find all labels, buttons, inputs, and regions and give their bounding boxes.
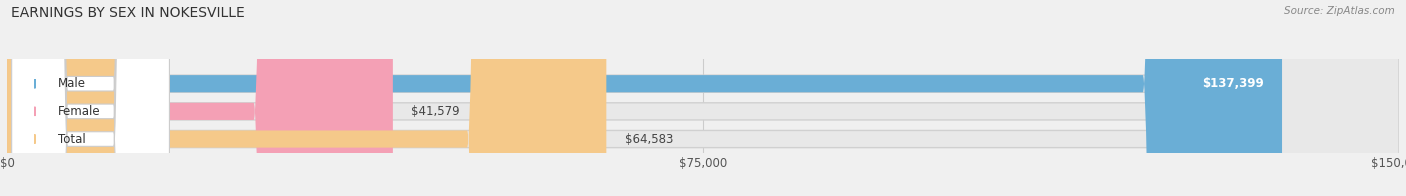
FancyBboxPatch shape	[7, 0, 606, 196]
Text: Male: Male	[58, 77, 86, 90]
FancyBboxPatch shape	[11, 0, 170, 196]
Text: $64,583: $64,583	[624, 132, 673, 146]
FancyBboxPatch shape	[11, 0, 170, 196]
FancyBboxPatch shape	[7, 0, 1399, 196]
FancyBboxPatch shape	[7, 0, 1399, 196]
Text: $41,579: $41,579	[412, 105, 460, 118]
Text: Total: Total	[58, 132, 86, 146]
Text: $137,399: $137,399	[1202, 77, 1264, 90]
FancyBboxPatch shape	[7, 0, 392, 196]
FancyBboxPatch shape	[7, 0, 1282, 196]
FancyBboxPatch shape	[11, 0, 170, 196]
Text: EARNINGS BY SEX IN NOKESVILLE: EARNINGS BY SEX IN NOKESVILLE	[11, 6, 245, 20]
Text: Female: Female	[58, 105, 101, 118]
FancyBboxPatch shape	[7, 0, 1399, 196]
Text: Source: ZipAtlas.com: Source: ZipAtlas.com	[1284, 6, 1395, 16]
